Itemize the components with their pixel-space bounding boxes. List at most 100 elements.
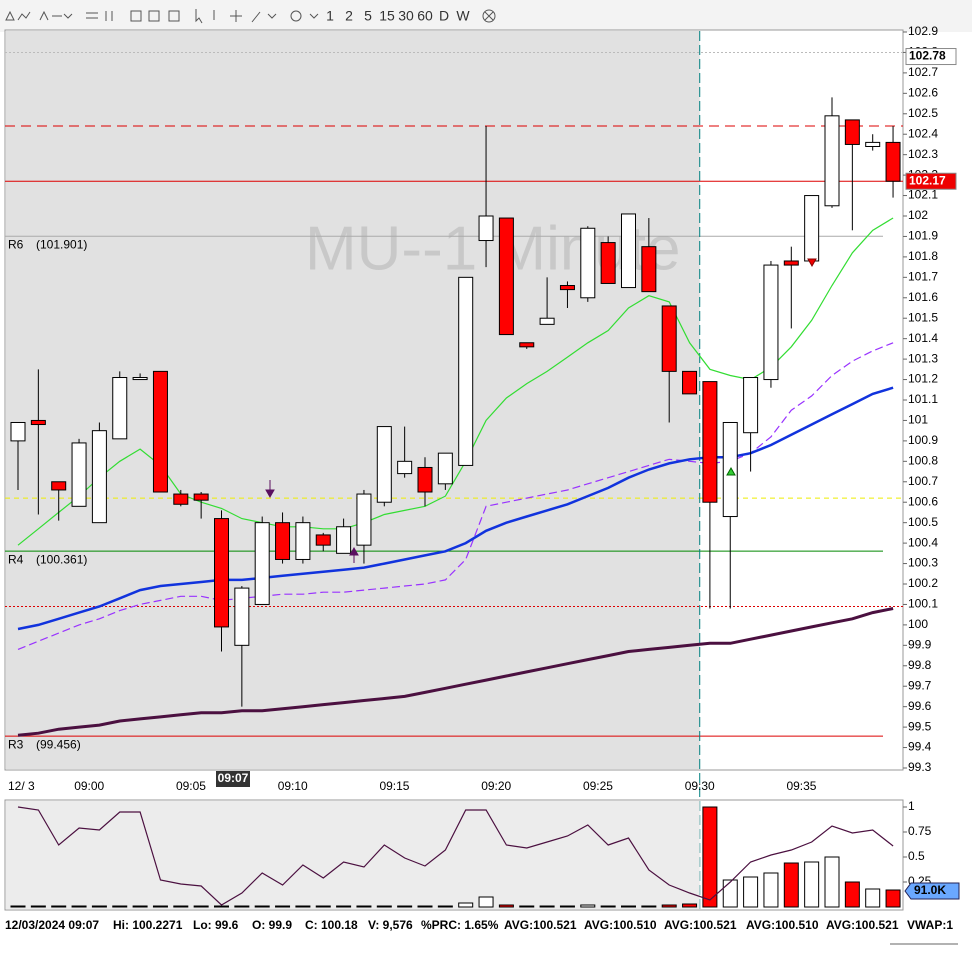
candle-body xyxy=(30,419,46,426)
y-tick-label: 0.75 xyxy=(908,824,932,838)
status-item: 12/03/2024 09:07 xyxy=(5,918,99,932)
volume-bar xyxy=(865,888,881,908)
volume-bar xyxy=(661,904,677,908)
volume-bar xyxy=(804,861,820,908)
candle-body xyxy=(804,195,820,262)
status-item: V: 9,576 xyxy=(368,918,413,932)
y-tick-label: 101.9 xyxy=(908,229,938,243)
y-tick-label: 100.5 xyxy=(908,515,938,529)
status-item: O: 99.9 xyxy=(252,918,292,932)
close-icon[interactable] xyxy=(482,9,496,23)
candle-body xyxy=(702,381,718,503)
volume-bar xyxy=(783,862,799,908)
y-tick-label: 101 xyxy=(908,413,928,427)
candle-body xyxy=(580,227,596,299)
candle-body xyxy=(91,430,107,524)
toolbar: 1 2 5 15 30 60 D W xyxy=(0,0,972,32)
y-tick-label: 100.1 xyxy=(908,597,938,611)
crosshair-label: 09:07 xyxy=(218,771,249,785)
volume-badge-label: 91.0K xyxy=(914,883,946,897)
y-tick-label: 100.8 xyxy=(908,454,938,468)
volume-bar xyxy=(315,905,331,908)
volume-bar xyxy=(30,905,46,908)
x-tick-label: 09:20 xyxy=(481,779,511,793)
dropdown-icon[interactable] xyxy=(309,13,319,19)
candle-body xyxy=(356,493,372,546)
y-tick-label: 102.6 xyxy=(908,86,938,100)
candle-body xyxy=(783,260,799,266)
pivot-name: R4 xyxy=(8,552,24,566)
zoom-icon[interactable] xyxy=(168,10,180,22)
price-badge-label: 102.78 xyxy=(909,49,946,63)
volume-bar xyxy=(254,905,270,908)
candle-body xyxy=(71,442,87,507)
date-label: 12/ 3 xyxy=(8,779,35,793)
volume-bar xyxy=(722,879,738,908)
candle-body xyxy=(682,370,698,395)
volume-bar xyxy=(743,876,759,908)
candle-body xyxy=(743,377,759,434)
y-tick-label: 100.7 xyxy=(908,474,938,488)
candle-body xyxy=(336,526,352,554)
style-icon[interactable] xyxy=(39,10,73,21)
layout-icon[interactable] xyxy=(86,11,113,21)
period-button[interactable]: 30 xyxy=(398,8,414,24)
volume-bar xyxy=(132,905,148,908)
chart-type-icon[interactable] xyxy=(5,10,31,21)
volume-bar xyxy=(600,905,616,908)
volume-bar xyxy=(336,905,352,908)
lower-shade xyxy=(6,801,700,909)
y-tick-label: 102.7 xyxy=(908,65,938,79)
y-tick-label: 101.6 xyxy=(908,290,938,304)
candle-body xyxy=(498,217,514,336)
x-tick-label: 09:30 xyxy=(685,779,715,793)
volume-bar xyxy=(641,905,657,908)
candle-body xyxy=(661,305,677,372)
period-button[interactable]: 5 xyxy=(364,8,372,24)
zoom-icon[interactable] xyxy=(148,10,160,22)
candle-body xyxy=(397,460,413,475)
candle-body xyxy=(10,421,26,442)
y-tick-label: 100.3 xyxy=(908,556,938,570)
tool-icons[interactable] xyxy=(195,9,277,24)
period-button[interactable]: 15 xyxy=(379,8,395,24)
period-button[interactable]: D xyxy=(439,8,449,24)
volume-bar xyxy=(559,905,575,908)
status-item: AVG:100.510 xyxy=(584,918,657,932)
y-tick-label: 99.7 xyxy=(908,678,932,692)
y-tick-label: 102.9 xyxy=(908,24,938,38)
y-tick-label: 99.9 xyxy=(908,638,932,652)
x-tick-label: 09:05 xyxy=(176,779,206,793)
signal-marker xyxy=(807,258,817,268)
candle-body xyxy=(295,522,311,560)
toolbar-bg xyxy=(0,0,972,32)
y-tick-label: 101.3 xyxy=(908,351,938,365)
candle-body xyxy=(152,370,168,493)
candle-body xyxy=(214,518,229,628)
candle-body xyxy=(112,377,128,440)
period-button[interactable]: W xyxy=(456,8,470,24)
clock-icon[interactable] xyxy=(290,10,302,22)
y-tick-label: 100.2 xyxy=(908,576,938,590)
volume-bar xyxy=(458,902,474,908)
y-tick-label: 101.7 xyxy=(908,270,938,284)
candle-body xyxy=(844,119,860,145)
candle-body xyxy=(885,141,901,182)
pivot-value: (99.456) xyxy=(36,737,81,751)
close-icon[interactable] xyxy=(484,11,494,21)
volume-bar xyxy=(885,889,901,908)
volume-bar xyxy=(376,905,392,908)
volume-bar xyxy=(10,905,26,908)
period-button[interactable]: 60 xyxy=(417,8,433,24)
volume-bar xyxy=(295,905,311,908)
period-button[interactable]: 1 xyxy=(326,8,334,24)
period-button[interactable]: 2 xyxy=(345,8,353,24)
x-tick-label: 09:25 xyxy=(583,779,613,793)
y-tick-label: 99.8 xyxy=(908,658,932,672)
candle-body xyxy=(559,285,575,291)
zoom-icon[interactable] xyxy=(130,10,142,22)
volume-bar xyxy=(51,905,67,908)
status-item: %PRC: 1.65% xyxy=(421,918,499,932)
candle-body xyxy=(315,534,331,546)
